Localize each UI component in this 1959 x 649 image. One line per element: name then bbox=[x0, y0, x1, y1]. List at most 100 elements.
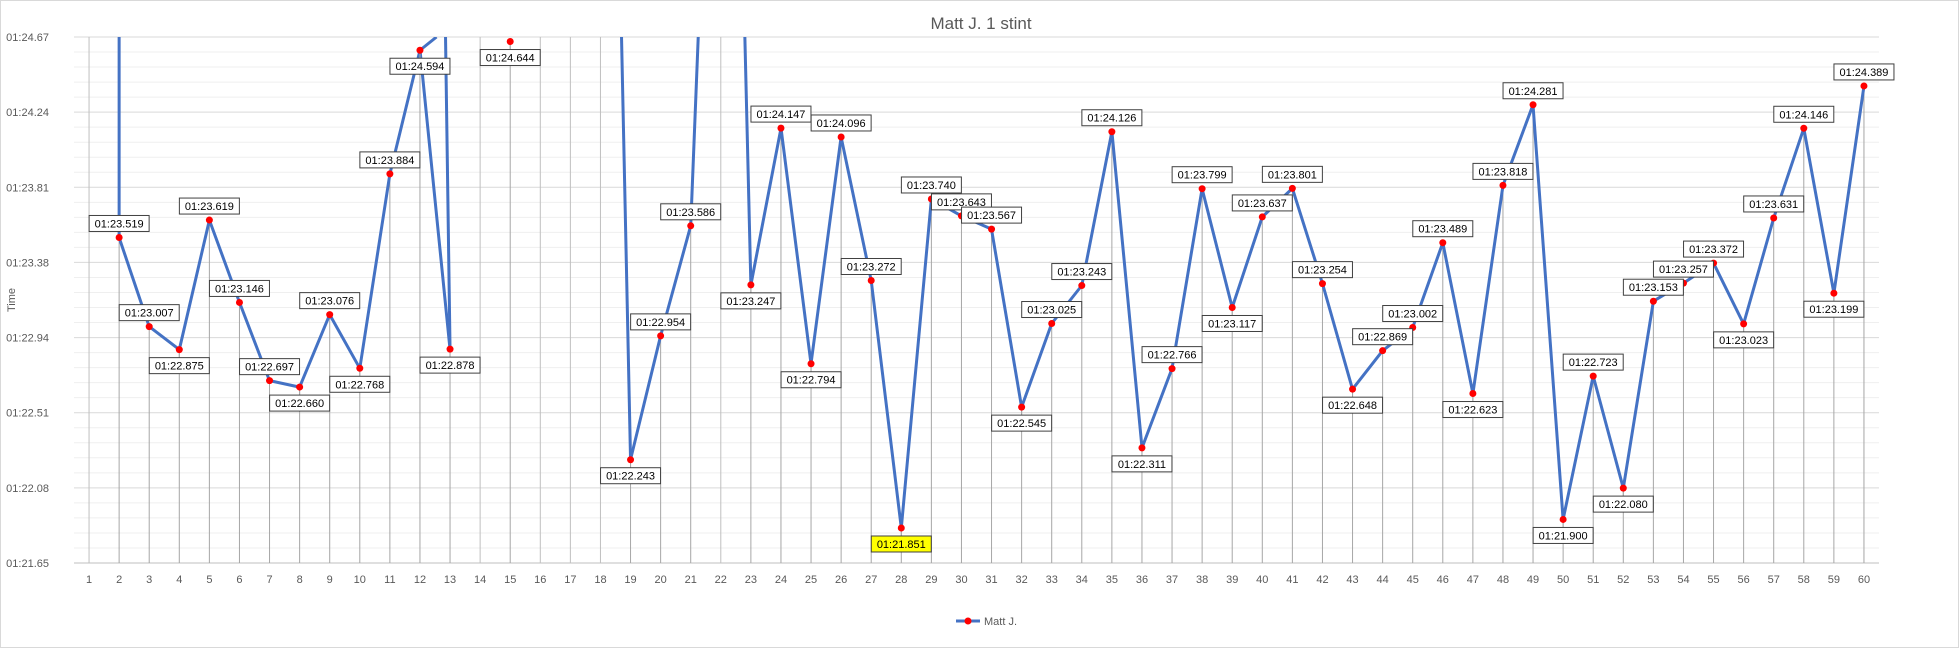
x-tick-label: 19 bbox=[624, 574, 636, 586]
data-label: 01:23.023 bbox=[1713, 331, 1775, 349]
x-tick-label: 58 bbox=[1798, 574, 1810, 586]
y-tick-label: 01:22.51 bbox=[6, 408, 49, 420]
data-label-text: 01:23.076 bbox=[305, 296, 354, 308]
x-tick-label: 2 bbox=[116, 574, 122, 586]
data-label-text: 01:23.619 bbox=[185, 201, 234, 213]
data-point-marker bbox=[205, 216, 213, 224]
x-tick-label: 29 bbox=[925, 574, 937, 586]
data-label-box bbox=[1021, 301, 1083, 319]
data-label-box bbox=[1171, 166, 1233, 184]
data-point-marker bbox=[687, 222, 695, 230]
data-label: 01:23.619 bbox=[178, 197, 240, 215]
x-tick-label: 10 bbox=[354, 574, 366, 586]
data-label-box bbox=[870, 535, 932, 553]
data-point-marker bbox=[1860, 82, 1868, 90]
data-label: 01:23.637 bbox=[1231, 194, 1293, 212]
data-point-marker bbox=[506, 38, 514, 46]
data-label-text: 01:23.002 bbox=[1388, 309, 1437, 321]
data-label: 01:24.389 bbox=[1833, 63, 1895, 81]
x-tick-label: 33 bbox=[1046, 574, 1058, 586]
data-label-text: 01:22.766 bbox=[1148, 350, 1197, 362]
data-label: 01:22.243 bbox=[600, 467, 662, 485]
x-tick-label: 47 bbox=[1467, 574, 1479, 586]
data-label: 01:22.723 bbox=[1562, 353, 1624, 371]
data-label: 01:23.586 bbox=[660, 203, 722, 221]
data-label-box bbox=[389, 57, 451, 75]
data-label: 01:23.254 bbox=[1291, 261, 1353, 279]
data-point-marker bbox=[1018, 403, 1026, 411]
x-tick-label: 43 bbox=[1346, 574, 1358, 586]
data-label-box bbox=[1713, 331, 1775, 349]
data-point-marker bbox=[416, 46, 424, 54]
data-label-text: 01:23.567 bbox=[967, 210, 1016, 222]
data-point-marker bbox=[446, 345, 454, 353]
series-line-off-scale bbox=[444, 37, 452, 350]
y-tick-label: 01:24.67 bbox=[6, 32, 49, 44]
series-line-off-scale bbox=[419, 37, 438, 52]
x-tick-label: 9 bbox=[327, 574, 333, 586]
data-label: 01:23.884 bbox=[359, 151, 421, 169]
data-label-text: 01:23.818 bbox=[1478, 166, 1527, 178]
data-label-box bbox=[1081, 109, 1143, 127]
x-tick-label: 13 bbox=[444, 574, 456, 586]
data-labels: 01:23.519 01:23.007 01:22.875 01:23.619 01:2… bbox=[88, 49, 1895, 553]
data-label: 01:22.623 bbox=[1442, 401, 1504, 419]
data-point-marker bbox=[837, 133, 845, 141]
data-label: 01:24.126 bbox=[1081, 109, 1143, 127]
data-label: 01:22.869 bbox=[1352, 328, 1414, 346]
data-point-marker bbox=[266, 377, 274, 385]
x-tick-labels: 1 2 3 4 5 6 7 8 9 10 11 12 13 14 15 16 17 18 19 20 21 22 23 24 2… bbox=[86, 574, 1870, 586]
x-tick-label: 48 bbox=[1497, 574, 1509, 586]
data-label-text: 01:22.080 bbox=[1599, 499, 1648, 511]
x-tick-label: 20 bbox=[655, 574, 667, 586]
data-label-box bbox=[810, 114, 872, 132]
data-label: 01:23.153 bbox=[1622, 278, 1684, 296]
data-label-box bbox=[1833, 63, 1895, 81]
data-label-box bbox=[600, 467, 662, 485]
data-label: 01:23.799 bbox=[1171, 166, 1233, 184]
data-label-text: 01:23.117 bbox=[1208, 318, 1256, 330]
data-point-marker bbox=[627, 456, 635, 464]
data-label-box bbox=[88, 214, 150, 232]
data-point-marker bbox=[1830, 289, 1838, 297]
x-tick-label: 5 bbox=[206, 574, 212, 586]
x-tick-label: 42 bbox=[1316, 574, 1328, 586]
data-label-text: 01:23.631 bbox=[1749, 199, 1798, 211]
data-label-box bbox=[991, 414, 1053, 432]
x-tick-label: 27 bbox=[865, 574, 877, 586]
x-tick-label: 1 bbox=[86, 574, 92, 586]
x-tick-label: 32 bbox=[1016, 574, 1028, 586]
data-label: 01:24.594 bbox=[389, 57, 451, 75]
data-point-marker bbox=[145, 323, 153, 331]
data-label: 01:23.489 bbox=[1412, 220, 1474, 238]
data-label-text: 01:22.623 bbox=[1448, 405, 1497, 417]
data-label-text: 01:22.660 bbox=[275, 398, 324, 410]
data-point-marker bbox=[1349, 385, 1357, 393]
data-label-text: 01:21.900 bbox=[1539, 530, 1588, 542]
data-label-box bbox=[299, 292, 361, 310]
x-tick-label: 11 bbox=[384, 574, 395, 586]
data-label-box bbox=[118, 304, 180, 322]
data-label-box bbox=[1322, 396, 1384, 414]
data-label: 01:22.878 bbox=[419, 356, 481, 374]
data-point-marker bbox=[1048, 320, 1056, 328]
data-label-box bbox=[1532, 526, 1594, 544]
data-label: 01:23.567 bbox=[961, 206, 1023, 224]
data-point-marker bbox=[1288, 184, 1296, 192]
data-label: 01:23.372 bbox=[1683, 240, 1745, 258]
data-label-box bbox=[1352, 328, 1414, 346]
data-label: 01:23.199 bbox=[1803, 300, 1865, 318]
data-point-marker bbox=[1770, 214, 1778, 222]
data-point-marker bbox=[867, 276, 875, 284]
x-tick-label: 16 bbox=[534, 574, 546, 586]
data-label-box bbox=[1261, 165, 1323, 183]
x-tick-label: 52 bbox=[1617, 574, 1629, 586]
data-label-box bbox=[1472, 162, 1534, 180]
data-label: 01:23.146 bbox=[208, 279, 270, 297]
data-label-text: 01:22.648 bbox=[1328, 400, 1377, 412]
data-label: 01:22.648 bbox=[1322, 396, 1384, 414]
data-point-marker bbox=[747, 281, 755, 289]
data-point-marker bbox=[777, 124, 785, 132]
data-label-text: 01:23.257 bbox=[1659, 264, 1708, 276]
